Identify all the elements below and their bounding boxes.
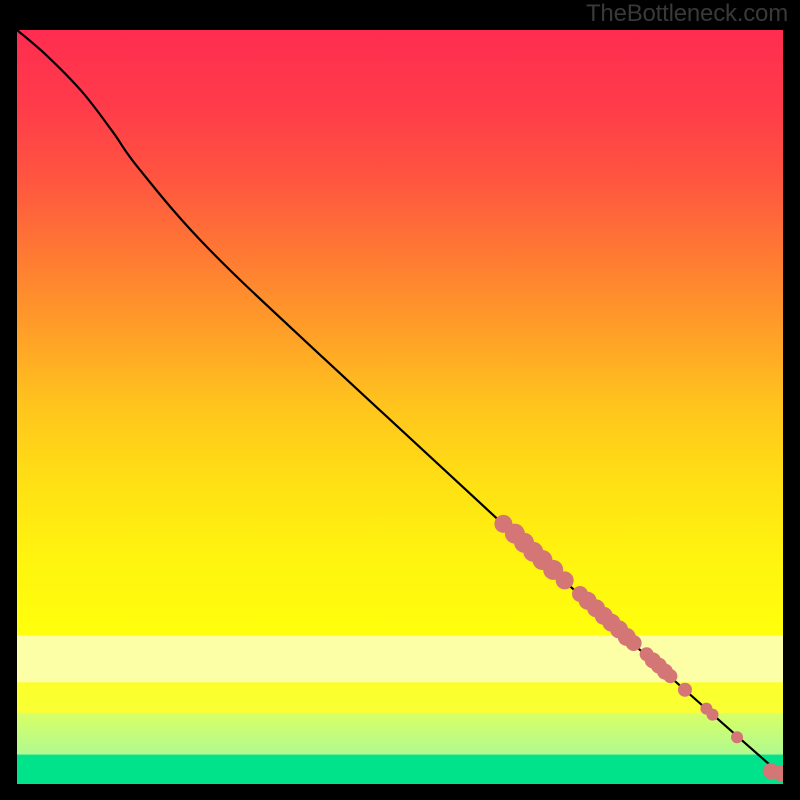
data-marker bbox=[773, 765, 789, 781]
data-marker bbox=[678, 683, 692, 697]
data-marker bbox=[626, 635, 642, 651]
data-marker bbox=[707, 709, 719, 721]
data-marker bbox=[556, 571, 574, 589]
chart-container: TheBottleneck.com bbox=[0, 0, 800, 800]
data-marker bbox=[731, 731, 743, 743]
data-marker bbox=[663, 669, 677, 683]
attribution-text: TheBottleneck.com bbox=[586, 0, 788, 28]
chart-svg bbox=[0, 0, 800, 800]
